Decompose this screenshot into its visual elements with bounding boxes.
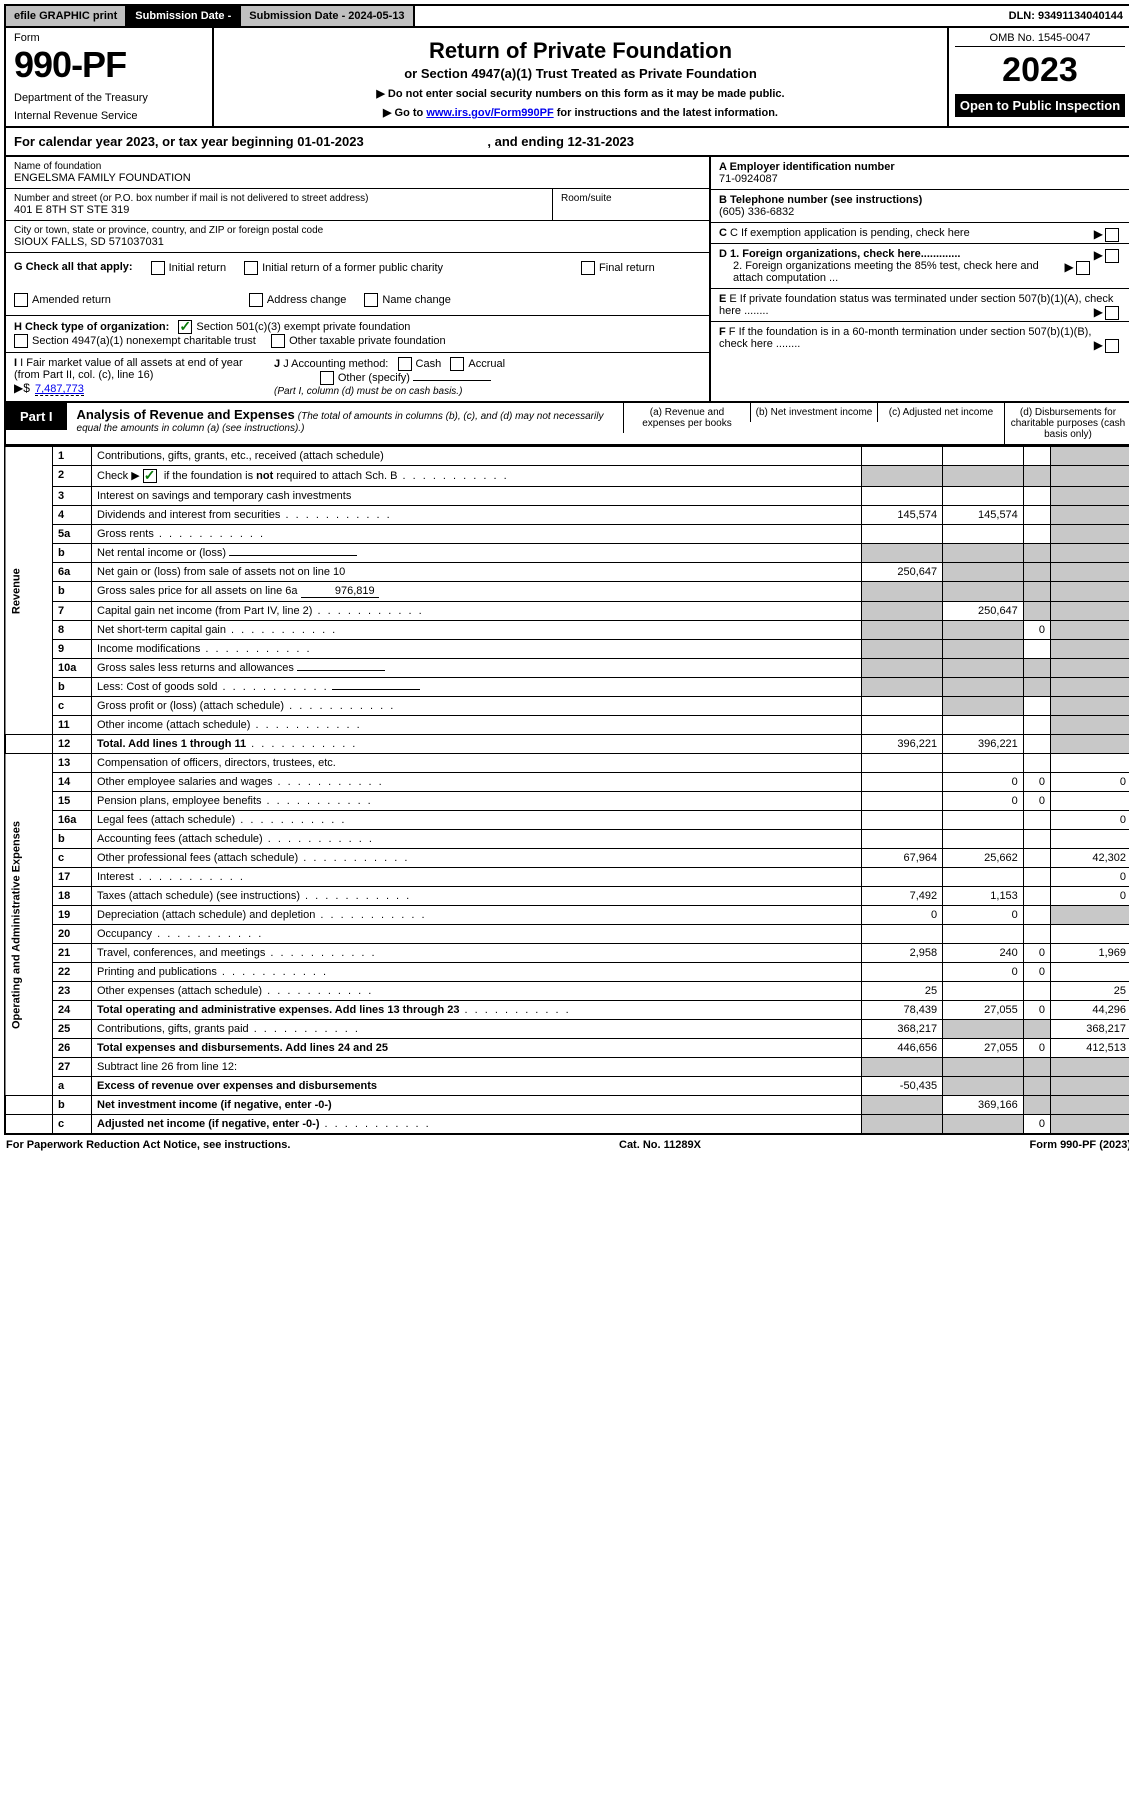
form-title: Return of Private Foundation (222, 38, 939, 64)
efile-label[interactable]: efile GRAPHIC print (6, 6, 127, 26)
foundation-city: SIOUX FALLS, SD 571037031 (14, 236, 701, 248)
ein-value: 71-0924087 (719, 173, 778, 185)
form-number: 990-PF (14, 44, 204, 86)
submission-date-value: Submission Date - 2024-05-13 (241, 6, 414, 26)
cb-f[interactable] (1105, 339, 1119, 353)
col-b-header: (b) Net investment income (750, 403, 877, 422)
c-cell: C C If exemption application is pending,… (711, 223, 1129, 244)
cb-initial-return[interactable] (151, 261, 165, 275)
top-bar: efile GRAPHIC print Submission Date - Su… (4, 4, 1129, 28)
cb-d2[interactable] (1076, 261, 1090, 275)
submission-date-label: Submission Date - (127, 6, 241, 26)
foundation-address: 401 E 8TH ST STE 319 (14, 204, 544, 216)
form-label: Form (14, 32, 204, 44)
col-a-header: (a) Revenue and expenses per books (623, 403, 750, 433)
cb-address-change[interactable] (249, 293, 263, 307)
cb-accrual[interactable] (450, 357, 464, 371)
e-cell: E E If private foundation status was ter… (711, 289, 1129, 322)
cb-schb[interactable] (143, 469, 157, 483)
main-table: Revenue 1Contributions, gifts, grants, e… (4, 446, 1129, 1135)
phone-value: (605) 336-6832 (719, 206, 794, 218)
section-ij: I I Fair market value of all assets at e… (6, 353, 709, 401)
d-cell: D 1. Foreign organizations, check here..… (711, 244, 1129, 289)
address-cell: Number and street (or P.O. box number if… (6, 189, 552, 220)
footer-left: For Paperwork Reduction Act Notice, see … (6, 1139, 290, 1151)
form-header: Form 990-PF Department of the Treasury I… (4, 28, 1129, 128)
foundation-name-cell: Name of foundation ENGELSMA FAMILY FOUND… (6, 157, 709, 189)
footer-center: Cat. No. 11289X (619, 1139, 701, 1151)
part1-badge: Part I (6, 403, 67, 430)
cb-e[interactable] (1105, 306, 1119, 320)
cal-year-begin: For calendar year 2023, or tax year begi… (14, 134, 364, 149)
calendar-year-row: For calendar year 2023, or tax year begi… (4, 128, 1129, 157)
ein-cell: A Employer identification number 71-0924… (711, 157, 1129, 190)
cb-other-method[interactable] (320, 371, 334, 385)
form-subtitle: or Section 4947(a)(1) Trust Treated as P… (222, 66, 939, 81)
expenses-label: Operating and Administrative Expenses (5, 754, 53, 1096)
revenue-label: Revenue (5, 447, 53, 735)
cb-c[interactable] (1105, 228, 1119, 242)
cb-amended-return[interactable] (14, 293, 28, 307)
section-g: G Check all that apply: Initial return I… (6, 253, 709, 316)
cb-cash[interactable] (398, 357, 412, 371)
tax-year: 2023 (955, 51, 1125, 90)
room-cell: Room/suite (552, 189, 709, 220)
cb-other-taxable[interactable] (271, 334, 285, 348)
phone-cell: B Telephone number (see instructions) (6… (711, 190, 1129, 223)
fmv-link[interactable]: 7,487,773 (35, 383, 84, 396)
footer-right: Form 990-PF (2023) (1030, 1139, 1129, 1151)
city-cell: City or town, state or province, country… (6, 221, 709, 253)
header-center: Return of Private Foundation or Section … (214, 28, 949, 126)
dept-treasury: Department of the Treasury (14, 92, 204, 104)
header-right: OMB No. 1545-0047 2023 Open to Public In… (949, 28, 1129, 126)
col-c-header: (c) Adjusted net income (877, 403, 1004, 422)
cb-name-change[interactable] (364, 293, 378, 307)
instr-1: ▶ Do not enter social security numbers o… (222, 87, 939, 100)
instr-2: ▶ Go to www.irs.gov/Form990PF for instru… (222, 106, 939, 119)
section-h: H Check type of organization: Section 50… (6, 316, 709, 353)
omb-number: OMB No. 1545-0047 (955, 32, 1125, 47)
cb-final-return[interactable] (581, 261, 595, 275)
foundation-name: ENGELSMA FAMILY FOUNDATION (14, 172, 701, 184)
info-block: Name of foundation ENGELSMA FAMILY FOUND… (4, 157, 1129, 403)
dln-value: DLN: 93491134040144 (1001, 6, 1129, 26)
cb-d1[interactable] (1105, 249, 1119, 263)
header-left: Form 990-PF Department of the Treasury I… (6, 28, 214, 126)
part1-title: Analysis of Revenue and Expenses (The to… (67, 403, 623, 438)
cb-501c3[interactable] (178, 320, 192, 334)
cb-4947a1[interactable] (14, 334, 28, 348)
dept-irs: Internal Revenue Service (14, 110, 204, 122)
part1-header: Part I Analysis of Revenue and Expenses … (4, 403, 1129, 446)
form-link[interactable]: www.irs.gov/Form990PF (426, 107, 553, 119)
col-d-header: (d) Disbursements for charitable purpose… (1004, 403, 1129, 444)
page-footer: For Paperwork Reduction Act Notice, see … (4, 1135, 1129, 1155)
cal-year-end: , and ending 12-31-2023 (487, 134, 634, 149)
f-cell: F F If the foundation is in a 60-month t… (711, 322, 1129, 354)
open-public: Open to Public Inspection (955, 94, 1125, 117)
cb-initial-former[interactable] (244, 261, 258, 275)
